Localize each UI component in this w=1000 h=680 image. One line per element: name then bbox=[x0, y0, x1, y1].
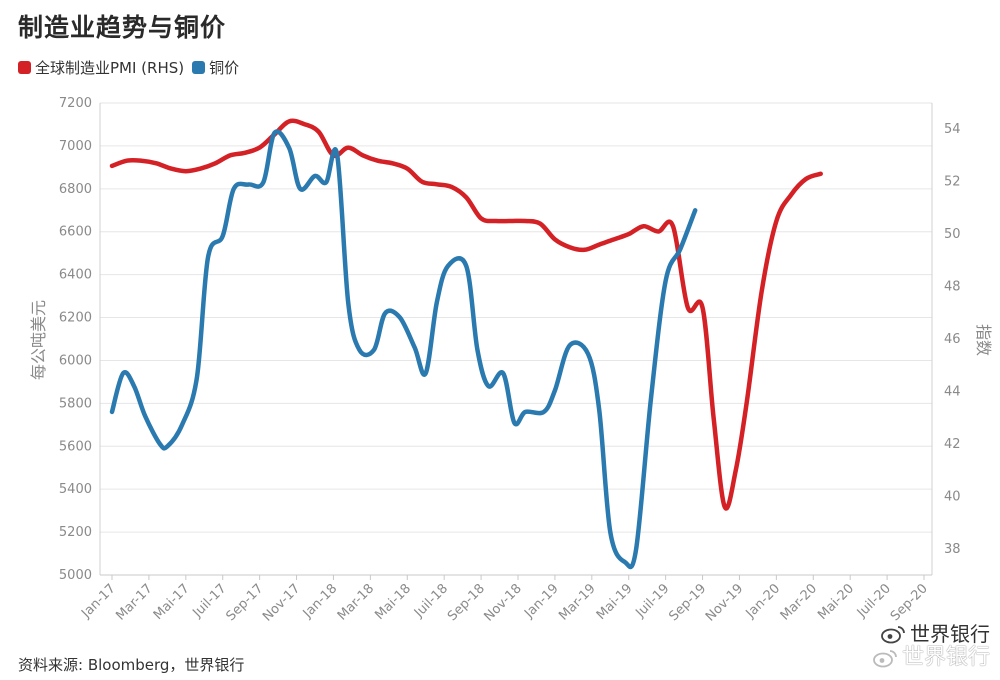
y-right-tick-label: 48 bbox=[944, 280, 961, 295]
watermark-line-1: 世界银行 bbox=[880, 622, 990, 646]
y-left-tick-label: 6200 bbox=[59, 311, 92, 326]
x-tick-label: Sep-19 bbox=[666, 581, 709, 624]
x-tick-label: Mar-19 bbox=[556, 581, 598, 623]
y-right-tick-label: 44 bbox=[944, 384, 961, 399]
y-left-tick-label: 7000 bbox=[59, 139, 92, 154]
watermark-line-2: 世界银行 bbox=[872, 646, 990, 670]
legend-label-copper: 铜价 bbox=[209, 59, 240, 77]
y-left-axis-title: 每公吨美元 bbox=[29, 300, 48, 380]
y-right-tick-label: 40 bbox=[944, 489, 961, 504]
x-tick-label: Sep-18 bbox=[445, 581, 488, 624]
chart-canvas: 5000 5200 5400 5600 5800 6000 6200 6400 6600 6800… bbox=[29, 96, 993, 625]
series-line-copper bbox=[109, 129, 698, 570]
x-tick-label: Nov-18 bbox=[482, 581, 525, 624]
y-left-tick-label: 6600 bbox=[59, 225, 92, 240]
y-right-tick-label: 54 bbox=[944, 122, 961, 137]
y-left-tick-label: 5600 bbox=[59, 439, 92, 454]
x-tick-label: Juil-19 bbox=[632, 581, 672, 621]
chart-legend: 全球制造业PMI (RHS) 铜价 bbox=[18, 57, 247, 78]
x-tick-label: Mai-17 bbox=[151, 581, 193, 623]
y-right-tick-label: 52 bbox=[944, 175, 961, 190]
x-tick-label: Jan-20 bbox=[743, 581, 784, 622]
y-left-tick-label: 5400 bbox=[59, 482, 92, 497]
x-tick-label: Jan-19 bbox=[521, 581, 562, 622]
watermark: 世界银行 世界银行 bbox=[840, 622, 990, 670]
y-left-tick-label: 5000 bbox=[59, 568, 92, 583]
y-right-tick-label: 42 bbox=[944, 437, 961, 452]
legend-swatch-copper bbox=[192, 61, 206, 74]
y-right-tick-label: 46 bbox=[944, 332, 961, 347]
x-tick-label: Sep-20 bbox=[888, 581, 931, 624]
y-right-axis-title: 指数 bbox=[974, 324, 993, 356]
y-right-tick-label: 38 bbox=[944, 542, 961, 557]
x-tick-label: Mai-20 bbox=[815, 581, 857, 623]
x-tick-label: Nov-19 bbox=[703, 581, 746, 624]
legend-label-pmi: 全球制造业PMI (RHS) bbox=[35, 59, 185, 77]
weibo-logo-icon bbox=[881, 626, 905, 644]
y-right-tick-label: 50 bbox=[944, 227, 961, 242]
y-left-tick-label: 5200 bbox=[59, 525, 92, 540]
weibo-logo-icon-faint bbox=[873, 650, 897, 668]
y-left-tick-label: 6400 bbox=[59, 268, 92, 283]
x-tick-label: Mai-19 bbox=[594, 581, 636, 623]
watermark-text-1: 世界银行 bbox=[910, 622, 990, 646]
x-tick-label: Sep-17 bbox=[224, 581, 267, 624]
chart-title: 制造业趋势与铜价 bbox=[18, 13, 227, 42]
x-tick-label: Mai-18 bbox=[372, 581, 414, 623]
x-tick-label: Mar-18 bbox=[335, 581, 377, 623]
legend-item-copper[interactable]: 铜价 bbox=[192, 57, 239, 78]
x-tick-label: Juil-17 bbox=[190, 581, 230, 621]
x-tick-label: Juil-18 bbox=[411, 581, 451, 621]
legend-swatch-pmi bbox=[18, 61, 31, 74]
x-tick-label: Mar-20 bbox=[778, 581, 820, 623]
x-tick-label: Jan-17 bbox=[78, 581, 119, 622]
x-tick-label: Nov-17 bbox=[260, 581, 303, 624]
legend-item-pmi[interactable]: 全球制造业PMI (RHS) bbox=[18, 57, 184, 78]
y-left-tick-label: 5800 bbox=[59, 396, 92, 411]
watermark-text-2: 世界银行 bbox=[901, 645, 990, 670]
series-line-pmi bbox=[109, 118, 823, 511]
x-tick-label: Jan-18 bbox=[300, 581, 341, 622]
y-left-tick-label: 7200 bbox=[59, 96, 92, 111]
y-left-tick-label: 6000 bbox=[59, 353, 92, 368]
y-left-tick-label: 6800 bbox=[59, 182, 92, 197]
x-tick-label: Mar-17 bbox=[113, 581, 155, 623]
x-tick-label: Juil-20 bbox=[854, 581, 894, 621]
source-note: 资料来源: Bloomberg，世界银行 bbox=[18, 656, 245, 674]
